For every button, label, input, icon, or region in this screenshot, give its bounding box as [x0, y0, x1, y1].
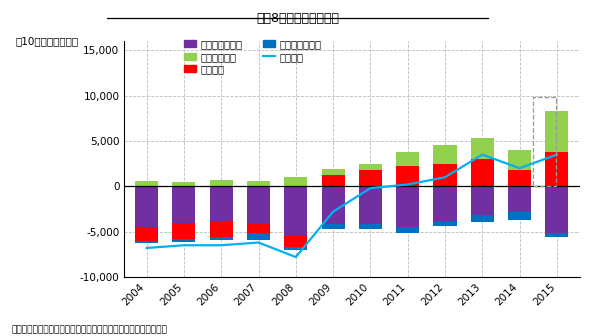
Bar — [396, 166, 419, 186]
Bar — [247, 181, 270, 186]
Bar — [433, 164, 456, 186]
Bar — [508, 212, 531, 220]
Bar — [284, 177, 308, 186]
Bar — [533, 97, 556, 186]
Bar — [545, 234, 568, 237]
Bar — [508, 150, 531, 170]
Bar — [284, 236, 308, 247]
Bar — [135, 181, 158, 186]
Bar — [173, 186, 196, 222]
Bar — [396, 227, 419, 233]
Bar — [396, 152, 419, 166]
Bar — [433, 221, 456, 226]
Bar — [247, 234, 270, 240]
Bar — [545, 186, 568, 234]
Y-axis label: （10億フォリント）: （10億フォリント） — [15, 37, 79, 47]
Bar — [247, 224, 270, 234]
Text: 図表8　経常収支の推移: 図表8 経常収支の推移 — [256, 12, 339, 25]
Bar — [396, 186, 419, 227]
Bar — [321, 175, 345, 186]
Bar — [321, 224, 345, 229]
Text: （出所：ハンガリー中銀より住友商事グローバルリサーチ作成）: （出所：ハンガリー中銀より住友商事グローバルリサーチ作成） — [12, 325, 168, 334]
Bar — [173, 182, 196, 186]
Bar — [284, 247, 308, 250]
Bar — [359, 186, 382, 224]
Bar — [247, 186, 270, 224]
Bar — [545, 152, 568, 186]
Bar — [359, 170, 382, 186]
Bar — [209, 180, 233, 186]
Bar — [135, 227, 158, 241]
Bar — [471, 215, 494, 222]
Bar — [433, 186, 456, 221]
Bar — [321, 186, 345, 224]
Bar — [359, 224, 382, 229]
Bar — [545, 111, 568, 152]
Bar — [508, 170, 531, 186]
Legend: 第一次所得収支, サービス収支, 貿易収支, 第二次所得収支, 経常収支: 第一次所得収支, サービス収支, 貿易収支, 第二次所得収支, 経常収支 — [184, 39, 322, 74]
Bar — [209, 237, 233, 240]
Bar — [135, 186, 158, 227]
Bar — [135, 241, 158, 244]
Bar — [359, 164, 382, 170]
Bar — [321, 169, 345, 175]
Bar — [471, 159, 494, 186]
Bar — [508, 186, 531, 212]
Bar — [471, 186, 494, 215]
Bar — [173, 222, 196, 239]
Bar — [433, 144, 456, 164]
Bar — [173, 239, 196, 242]
Bar — [209, 186, 233, 221]
Bar — [284, 186, 308, 236]
Bar — [471, 138, 494, 159]
Bar — [209, 221, 233, 237]
